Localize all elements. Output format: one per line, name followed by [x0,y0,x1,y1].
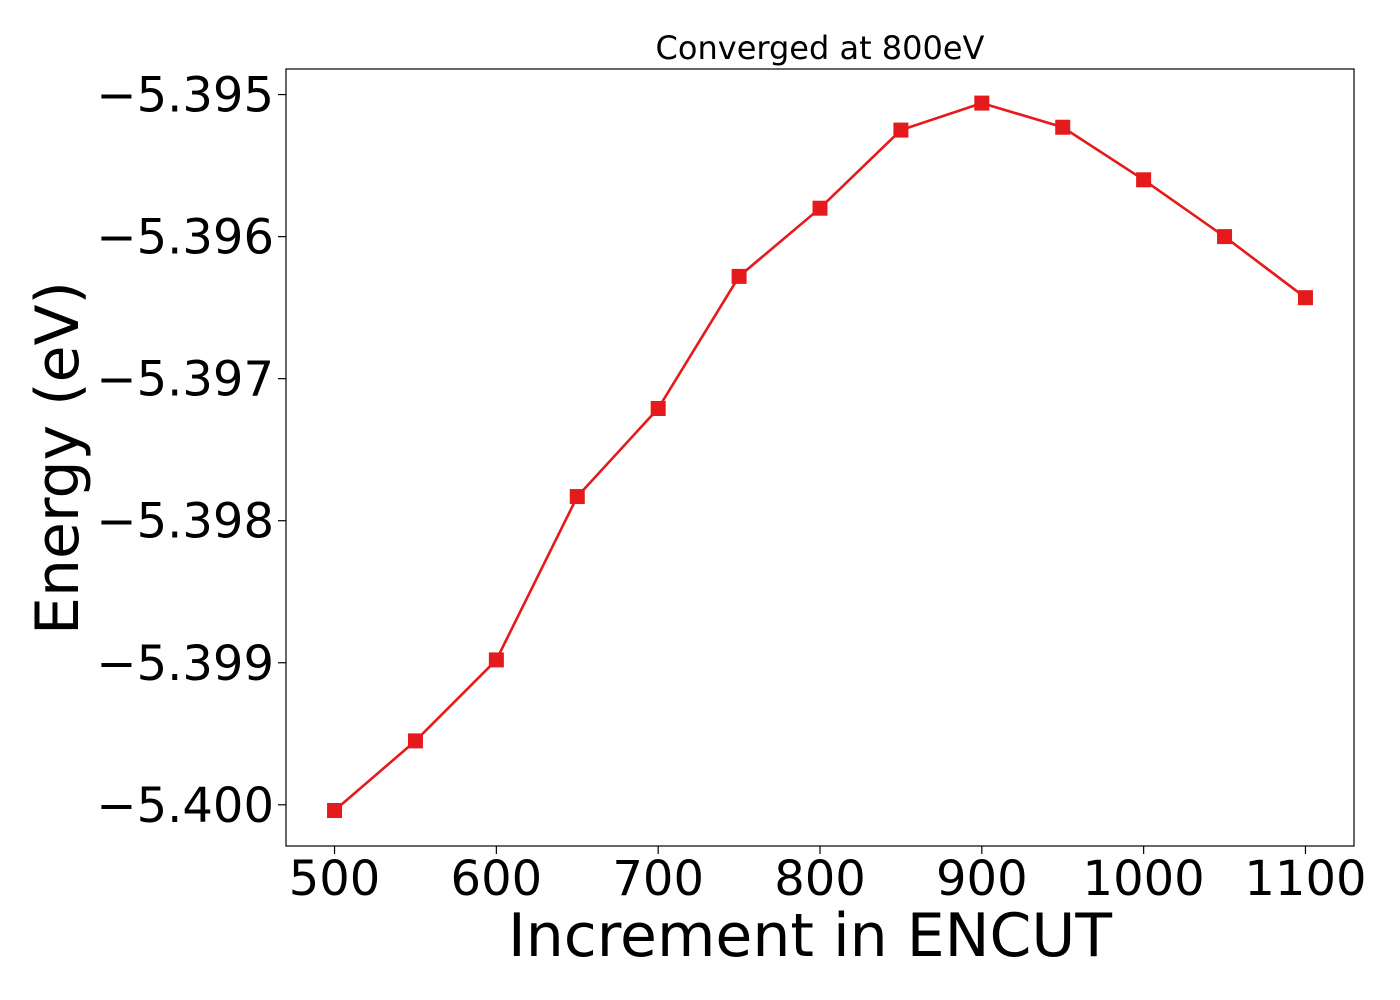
x-axis: 500 600 700 800 900 1000 1100 [289,846,1367,907]
x-tick-label: 900 [936,851,1028,907]
y-tick-label: −5.399 [96,636,274,692]
y-axis-label: Energy (eV) [23,281,93,635]
x-axis-label: Increment in ENCUT [508,901,1112,971]
data-point-marker [569,489,585,505]
x-tick-label: 500 [289,851,381,907]
y-tick-label: −5.398 [96,494,274,550]
y-axis: −5.395 −5.396 −5.397 −5.398 −5.399 −5.400 [96,68,286,834]
plot-frame [285,68,1355,847]
x-tick-label: 800 [774,851,866,907]
data-point-marker [812,200,828,216]
data-point-marker [893,122,909,138]
data-point-marker [1055,119,1071,135]
y-tick-label: −5.397 [96,352,274,408]
y-tick-label: −5.396 [96,210,274,266]
data-point-marker [327,802,343,818]
series-layer [327,95,1313,818]
data-point-marker [974,95,990,111]
y-tick-label: −5.395 [96,68,274,124]
x-tick-label: 1000 [1083,851,1205,907]
data-point-marker [1297,290,1313,306]
data-point-marker [1217,229,1233,245]
x-tick-label: 600 [451,851,543,907]
x-tick-label: 700 [612,851,704,907]
data-point-marker [488,652,504,668]
chart-title: Converged at 800eV [656,29,985,67]
y-tick-label: −5.400 [96,778,274,834]
data-point-marker [1136,172,1152,188]
data-point-marker [731,268,747,284]
data-point-marker [650,400,666,416]
data-point-marker [407,733,423,749]
x-tick-label: 1100 [1244,851,1366,907]
